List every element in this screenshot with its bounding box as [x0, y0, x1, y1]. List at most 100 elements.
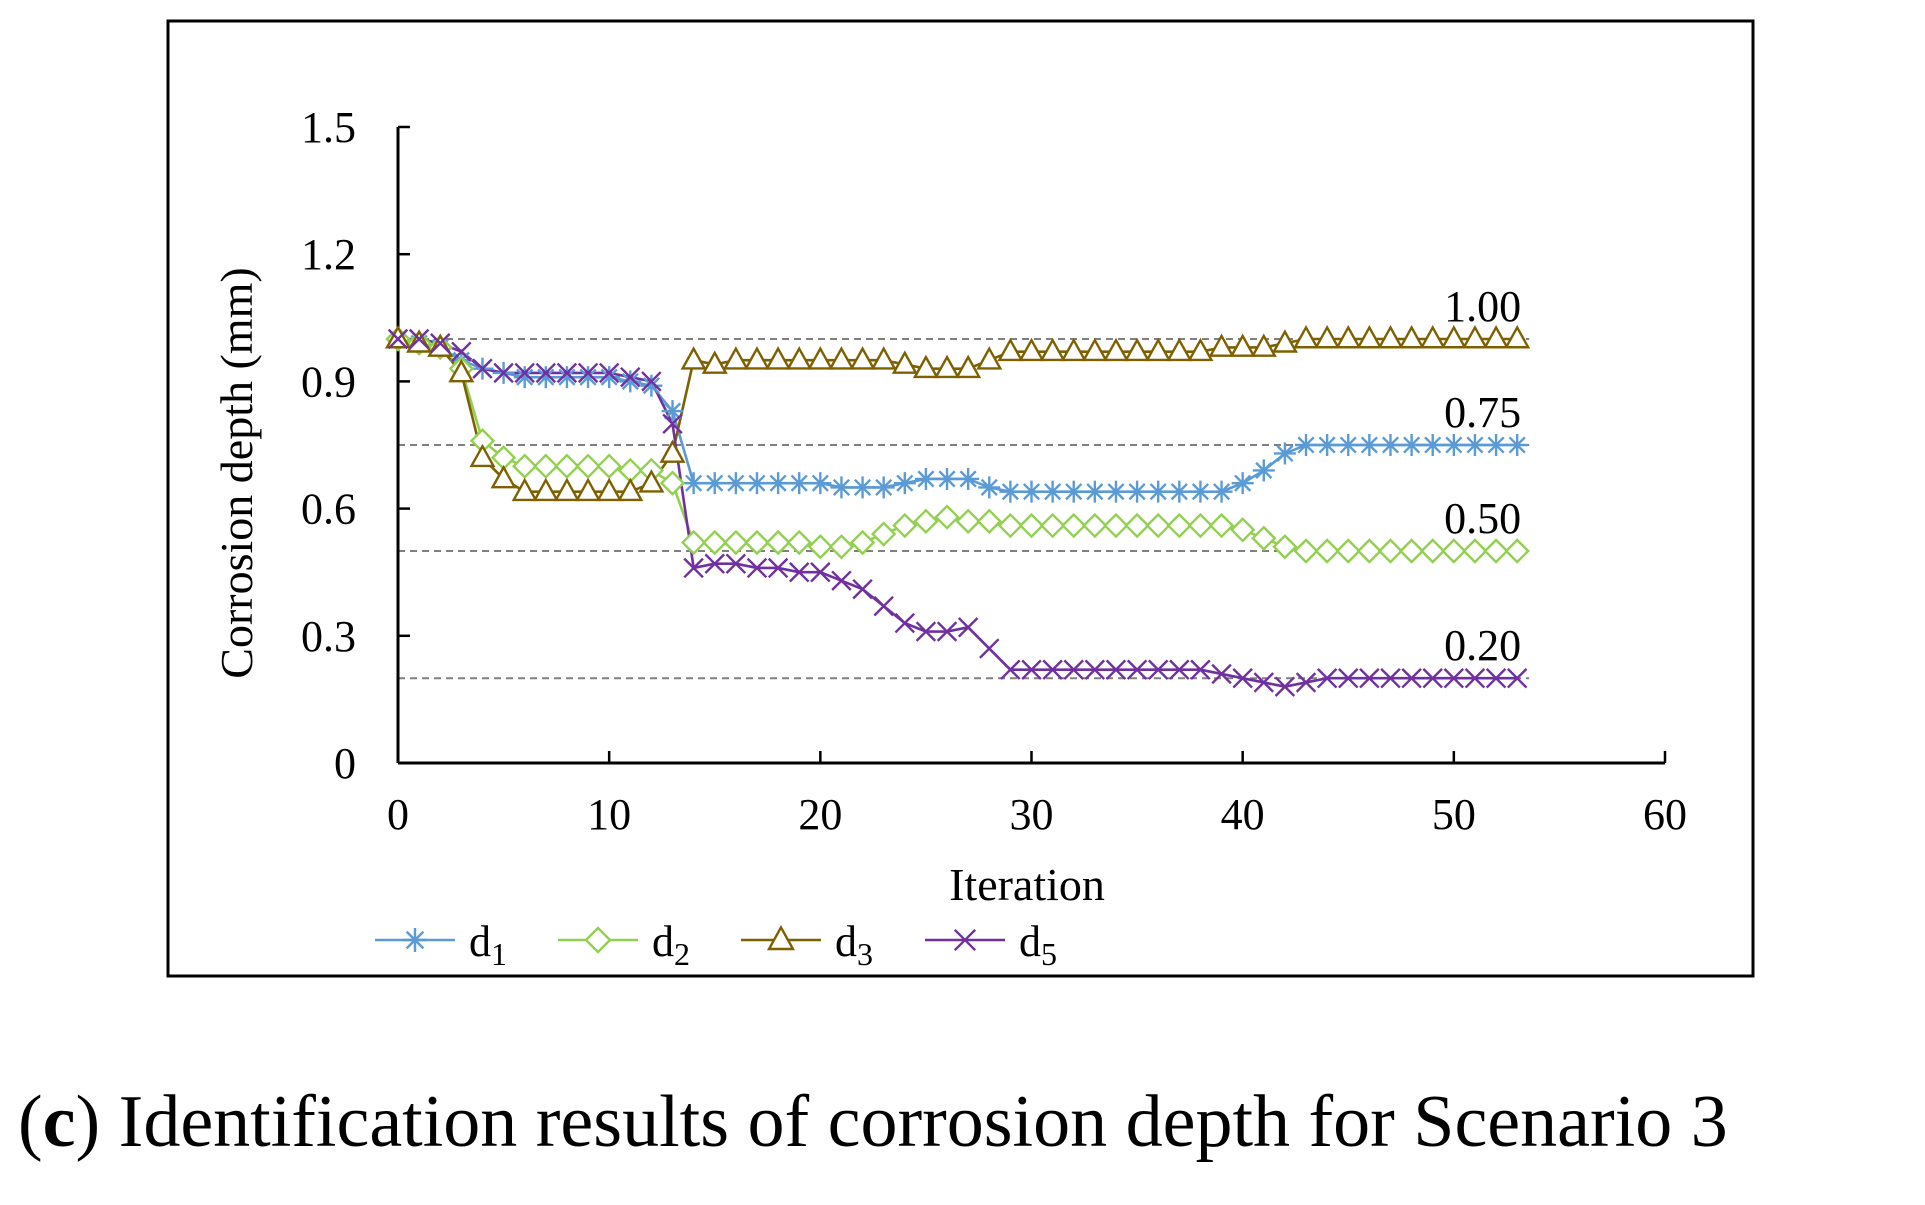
point-d3-50 — [1440, 324, 1467, 349]
point-d2-34 — [1103, 512, 1129, 539]
point-d2-28 — [976, 508, 1002, 535]
point-d5-11 — [620, 366, 641, 388]
point-d2-19 — [786, 529, 812, 556]
point-d3-27 — [955, 354, 982, 379]
legend-label-d2: d2 — [652, 917, 690, 972]
point-d1-43 — [1295, 434, 1318, 456]
y-axis-label: Corrosion depth (mm) — [211, 267, 262, 678]
point-d5-44 — [1316, 668, 1338, 689]
point-d2-26 — [934, 504, 960, 530]
point-d1-46 — [1358, 434, 1381, 456]
caption-text: Identification results of corrosion dept… — [100, 1081, 1728, 1163]
legend-marker-d1 — [403, 928, 427, 952]
point-d3-19 — [786, 346, 813, 370]
point-d1-15 — [703, 472, 726, 495]
point-d1-21 — [830, 476, 853, 499]
x-tick-label-6: 60 — [1643, 790, 1687, 839]
chart-border — [166, 19, 1755, 978]
point-d3-15 — [701, 350, 728, 374]
legend-label-subscript: 1 — [491, 936, 507, 972]
point-d3-16 — [722, 346, 749, 370]
point-d3-38 — [1187, 337, 1214, 362]
point-d5-23 — [873, 595, 894, 617]
point-d1-50 — [1442, 434, 1465, 456]
point-d1-40 — [1231, 472, 1254, 495]
point-d3-49 — [1419, 324, 1446, 349]
point-d5-35 — [1126, 659, 1148, 680]
point-d1-33 — [1083, 480, 1106, 503]
point-d3-28 — [976, 346, 1003, 370]
point-d1-19 — [788, 472, 811, 495]
point-d3-12 — [638, 469, 665, 493]
point-d5-30 — [1021, 659, 1042, 680]
point-d5-7 — [535, 362, 557, 384]
point-d5-37 — [1169, 659, 1190, 680]
point-d3-3 — [448, 358, 475, 383]
point-d5-12 — [641, 371, 662, 392]
reference-label-3: 0.20 — [1444, 621, 1521, 670]
point-d5-39 — [1211, 663, 1232, 685]
point-d5-25 — [915, 621, 937, 642]
point-d1-24 — [893, 472, 916, 495]
point-d1-34 — [1104, 480, 1127, 503]
point-d1-36 — [1147, 480, 1170, 503]
point-d3-40 — [1229, 333, 1256, 357]
point-d5-13 — [662, 413, 683, 434]
point-d1-14 — [682, 472, 705, 495]
legend-label-base: d — [469, 917, 491, 966]
point-d1-13 — [661, 400, 684, 423]
point-d5-47 — [1380, 668, 1401, 689]
x-axis-label: Iteration — [949, 859, 1105, 910]
y-tick-label-3: 0.9 — [301, 357, 356, 406]
point-d5-10 — [598, 362, 620, 384]
point-d3-32 — [1060, 337, 1087, 362]
point-d2-52 — [1483, 538, 1509, 564]
point-d3-51 — [1461, 324, 1488, 349]
point-d2-18 — [765, 529, 791, 556]
point-d3-1 — [406, 329, 433, 353]
point-d2-27 — [955, 508, 981, 535]
point-d1-8 — [555, 366, 578, 389]
point-d1-53 — [1506, 434, 1529, 456]
point-d5-24 — [894, 612, 915, 634]
point-d3-33 — [1081, 337, 1108, 362]
point-d3-41 — [1250, 333, 1277, 357]
x-tick-label-0: 0 — [387, 790, 409, 839]
point-d2-40 — [1229, 517, 1256, 543]
point-d2-46 — [1356, 538, 1383, 564]
point-d2-41 — [1251, 525, 1277, 551]
point-d5-51 — [1464, 668, 1486, 689]
point-d5-42 — [1274, 676, 1296, 697]
point-d1-27 — [957, 467, 980, 490]
point-d3-42 — [1271, 329, 1298, 353]
point-d5-22 — [852, 578, 873, 600]
point-d3-7 — [532, 477, 559, 502]
point-d5-3 — [451, 341, 472, 362]
caption-letter: c — [42, 1081, 76, 1163]
point-d5-1 — [408, 328, 430, 350]
point-d2-47 — [1377, 538, 1404, 564]
legend-label-subscript: 2 — [674, 936, 690, 972]
point-d5-29 — [1000, 659, 1021, 680]
axes: 0 0.3 0.6 0.9 1.2 1.5 0 10 20 30 40 50 60 — [301, 103, 1687, 839]
point-d1-28 — [978, 476, 1001, 499]
point-d1-30 — [1020, 480, 1043, 503]
point-d3-26 — [933, 354, 961, 379]
point-d2-9 — [575, 453, 601, 479]
point-d1-20 — [809, 472, 832, 495]
x-tick-label-5: 50 — [1432, 790, 1476, 839]
point-d2-13 — [659, 470, 686, 496]
point-d2-32 — [1061, 512, 1087, 539]
point-d5-27 — [957, 617, 979, 638]
legend-label-d5: d5 — [1019, 917, 1057, 972]
point-d2-43 — [1293, 538, 1319, 564]
point-d3-17 — [743, 346, 771, 370]
point-d2-53 — [1504, 538, 1530, 564]
legend-label-base: d — [1019, 917, 1041, 966]
point-d3-46 — [1356, 324, 1383, 349]
point-d2-44 — [1314, 538, 1340, 564]
point-d2-7 — [533, 453, 559, 479]
point-d1-32 — [1062, 480, 1085, 503]
point-d2-23 — [870, 521, 897, 547]
